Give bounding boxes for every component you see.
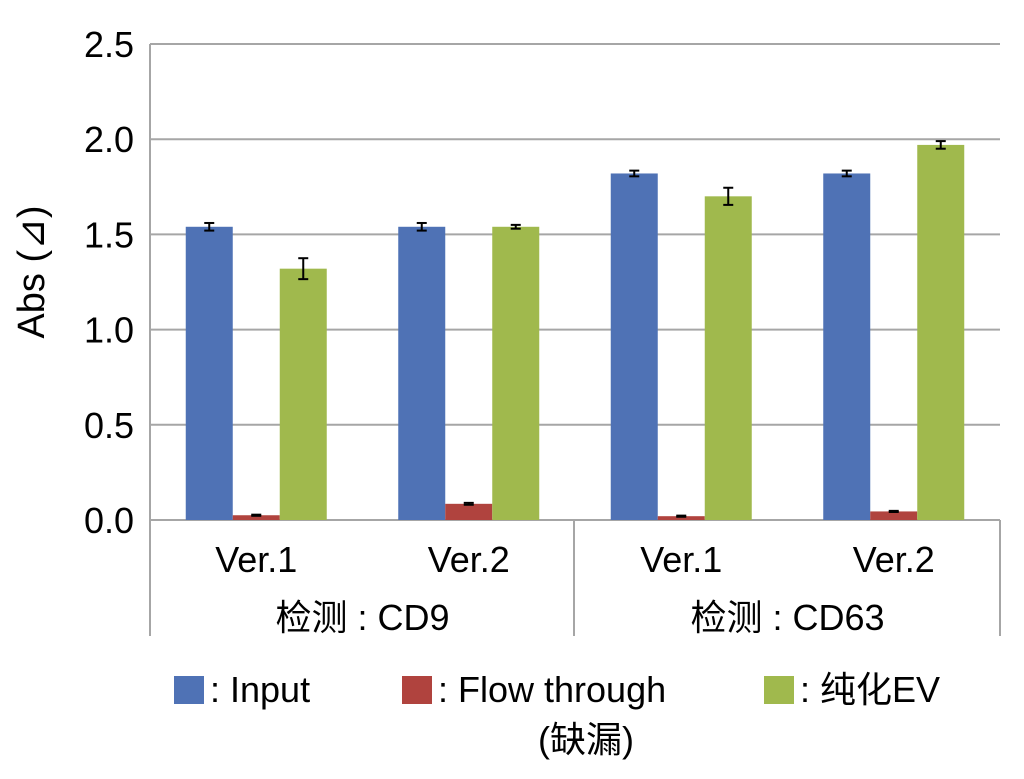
bar: [704, 196, 752, 520]
legend-item-flow-through: : Flow through: [402, 666, 666, 714]
legend-label-flow-through: : Flow through: [438, 669, 667, 710]
x-tick-label: Ver.1: [215, 539, 297, 580]
legend-label-flow-through-line2: (缺漏): [538, 719, 634, 760]
legend-swatch-input: [174, 676, 204, 704]
bar: [492, 226, 540, 520]
bar: [185, 226, 233, 520]
y-tick-labels: 0.0 0.5 1.0 1.5 2.0 2.5: [84, 24, 134, 541]
bar: [445, 503, 493, 520]
x-tick-label: Ver.2: [428, 539, 510, 580]
x-tick-label: Ver.1: [640, 539, 722, 580]
y-tick-label: 0.5: [84, 405, 134, 446]
bar: [279, 268, 327, 520]
group-label: 检测 : CD63: [690, 597, 884, 638]
y-tick-label: 0.0: [84, 500, 134, 541]
group-label: 检测 : CD9: [275, 597, 449, 638]
y-tick-label: 1.0: [84, 310, 134, 351]
legend-swatch-purified-ev: [764, 676, 794, 704]
group-labels: 检测 : CD9 检测 : CD63: [275, 597, 884, 638]
y-axis-label: Abs (⊿): [11, 205, 53, 338]
bar: [657, 516, 705, 520]
bar-chart: 0.00.51.01.52.02.5 Ver.1 Ver.2 Ver.1 Ver.2 …: [11, 24, 1001, 638]
y-tick-label: 2.5: [84, 24, 134, 65]
legend-label-input: : Input: [210, 669, 311, 710]
legend-item-input: : Input: [174, 666, 310, 714]
legend-swatch-flow-through: [402, 676, 432, 704]
legend-item-purified-ev: : 纯化EV: [764, 666, 940, 714]
x-tick-labels: Ver.1 Ver.2 Ver.1 Ver.2: [215, 539, 935, 580]
gridlines: [150, 43, 1000, 426]
x-tick-label: Ver.2: [853, 539, 935, 580]
bar: [398, 226, 446, 520]
legend-label-purified-ev: : 纯化EV: [800, 669, 941, 710]
bars: [185, 144, 965, 521]
bar: [610, 173, 658, 521]
y-tick-label: 1.5: [84, 214, 134, 255]
bar: [870, 511, 918, 520]
y-tick-label: 2.0: [84, 119, 134, 160]
bar: [232, 515, 280, 520]
bar: [823, 173, 871, 521]
error-bars: [204, 140, 946, 518]
bar: [917, 144, 965, 521]
